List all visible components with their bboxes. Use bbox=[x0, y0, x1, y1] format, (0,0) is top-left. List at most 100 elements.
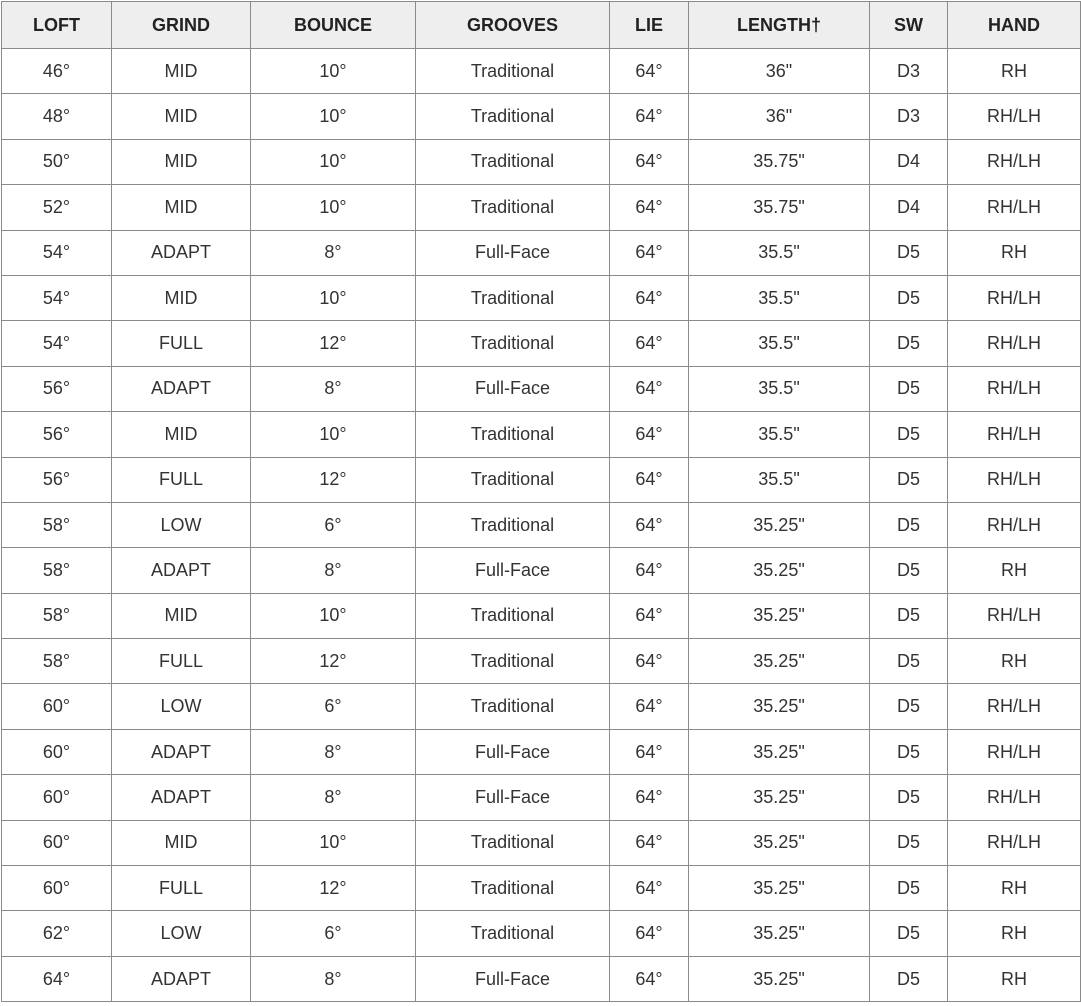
cell-sw: D5 bbox=[869, 320, 948, 367]
cell-lie: 64° bbox=[609, 728, 689, 776]
cell-grind: MID bbox=[111, 138, 251, 186]
cell-length: 35.25" bbox=[688, 819, 870, 867]
cell-loft: 56° bbox=[1, 411, 112, 458]
cell-bounce: 8° bbox=[250, 229, 416, 276]
cell-length: 35.5" bbox=[688, 411, 870, 458]
cell-loft: 60° bbox=[1, 774, 112, 821]
cell-grooves: Traditional bbox=[415, 638, 610, 685]
cell-hand: RH/LH bbox=[947, 774, 1081, 821]
cell-sw: D3 bbox=[869, 93, 948, 140]
cell-loft: 58° bbox=[1, 547, 112, 594]
cell-sw: D3 bbox=[869, 47, 948, 95]
cell-loft: 58° bbox=[1, 501, 112, 549]
cell-grooves: Traditional bbox=[415, 47, 610, 95]
cell-bounce: 10° bbox=[250, 47, 416, 95]
cell-hand: RH bbox=[947, 47, 1081, 95]
cell-loft: 60° bbox=[1, 865, 112, 912]
cell-grooves: Full-Face bbox=[415, 955, 610, 1003]
cell-loft: 56° bbox=[1, 456, 112, 503]
cell-grooves: Full-Face bbox=[415, 229, 610, 276]
cell-hand: RH/LH bbox=[947, 501, 1081, 549]
cell-length: 35.5" bbox=[688, 274, 870, 322]
cell-length: 35.25" bbox=[688, 910, 870, 957]
cell-lie: 64° bbox=[609, 910, 689, 957]
cell-sw: D5 bbox=[869, 728, 948, 776]
cell-length: 35.25" bbox=[688, 728, 870, 776]
table-row: 62° LOW 6° Traditional 64° 35.25" D5 RH bbox=[1, 910, 1081, 957]
column-header-loft: LOFT bbox=[1, 1, 112, 49]
cell-hand: RH/LH bbox=[947, 411, 1081, 458]
cell-hand: RH bbox=[947, 229, 1081, 276]
table-row: 60° MID 10° Traditional 64° 35.25" D5 RH/LH bbox=[1, 819, 1081, 867]
table-row: 52° MID 10° Traditional 64° 35.75" D4 RH/LH bbox=[1, 184, 1081, 231]
cell-grooves: Traditional bbox=[415, 138, 610, 186]
cell-bounce: 8° bbox=[250, 365, 416, 413]
table-row: 58° ADAPT 8° Full-Face 64° 35.25" D5 RH bbox=[1, 547, 1081, 594]
cell-length: 35.25" bbox=[688, 683, 870, 730]
cell-grind: LOW bbox=[111, 501, 251, 549]
column-header-length: LENGTH† bbox=[688, 1, 870, 49]
cell-grooves: Traditional bbox=[415, 93, 610, 140]
cell-lie: 64° bbox=[609, 819, 689, 867]
cell-lie: 64° bbox=[609, 93, 689, 140]
cell-loft: 54° bbox=[1, 229, 112, 276]
cell-grooves: Traditional bbox=[415, 683, 610, 730]
cell-grooves: Traditional bbox=[415, 184, 610, 231]
cell-loft: 50° bbox=[1, 138, 112, 186]
cell-lie: 64° bbox=[609, 411, 689, 458]
cell-hand: RH/LH bbox=[947, 138, 1081, 186]
column-header-lie: LIE bbox=[609, 1, 689, 49]
cell-grind: LOW bbox=[111, 910, 251, 957]
cell-bounce: 8° bbox=[250, 774, 416, 821]
table-row: 58° LOW 6° Traditional 64° 35.25" D5 RH/LH bbox=[1, 501, 1081, 549]
cell-loft: 58° bbox=[1, 638, 112, 685]
table-row: 60° LOW 6° Traditional 64° 35.25" D5 RH/LH bbox=[1, 683, 1081, 730]
cell-grind: FULL bbox=[111, 638, 251, 685]
cell-hand: RH/LH bbox=[947, 592, 1081, 640]
table-row: 54° ADAPT 8° Full-Face 64° 35.5" D5 RH bbox=[1, 229, 1081, 276]
cell-loft: 56° bbox=[1, 365, 112, 413]
cell-bounce: 10° bbox=[250, 274, 416, 322]
table-body: 46° MID 10° Traditional 64° 36" D3 RH 48° MID 10° T… bbox=[1, 47, 1081, 1003]
cell-lie: 64° bbox=[609, 365, 689, 413]
table-row: 54° FULL 12° Traditional 64° 35.5" D5 RH/LH bbox=[1, 320, 1081, 367]
table-row: 56° ADAPT 8° Full-Face 64° 35.5" D5 RH/LH bbox=[1, 365, 1081, 413]
cell-length: 35.5" bbox=[688, 456, 870, 503]
table-row: 56° FULL 12° Traditional 64° 35.5" D5 RH/LH bbox=[1, 456, 1081, 503]
cell-bounce: 10° bbox=[250, 93, 416, 140]
table-row: 56° MID 10° Traditional 64° 35.5" D5 RH/LH bbox=[1, 411, 1081, 458]
cell-bounce: 12° bbox=[250, 456, 416, 503]
cell-sw: D5 bbox=[869, 411, 948, 458]
table-row: 60° ADAPT 8° Full-Face 64° 35.25" D5 RH/LH bbox=[1, 728, 1081, 776]
cell-grind: ADAPT bbox=[111, 774, 251, 821]
cell-sw: D5 bbox=[869, 229, 948, 276]
cell-sw: D5 bbox=[869, 910, 948, 957]
cell-lie: 64° bbox=[609, 638, 689, 685]
cell-sw: D5 bbox=[869, 774, 948, 821]
cell-lie: 64° bbox=[609, 955, 689, 1003]
cell-sw: D5 bbox=[869, 365, 948, 413]
cell-hand: RH/LH bbox=[947, 819, 1081, 867]
table-row: 54° MID 10° Traditional 64° 35.5" D5 RH/LH bbox=[1, 274, 1081, 322]
cell-lie: 64° bbox=[609, 184, 689, 231]
cell-length: 36" bbox=[688, 47, 870, 95]
cell-bounce: 12° bbox=[250, 638, 416, 685]
cell-bounce: 12° bbox=[250, 320, 416, 367]
cell-length: 35.5" bbox=[688, 229, 870, 276]
cell-grind: FULL bbox=[111, 456, 251, 503]
cell-sw: D5 bbox=[869, 547, 948, 594]
table-row: 48° MID 10° Traditional 64° 36" D3 RH/LH bbox=[1, 93, 1081, 140]
cell-hand: RH/LH bbox=[947, 320, 1081, 367]
cell-grind: MID bbox=[111, 93, 251, 140]
cell-grind: MID bbox=[111, 47, 251, 95]
cell-lie: 64° bbox=[609, 592, 689, 640]
cell-sw: D5 bbox=[869, 683, 948, 730]
cell-loft: 60° bbox=[1, 683, 112, 730]
cell-bounce: 10° bbox=[250, 411, 416, 458]
cell-bounce: 10° bbox=[250, 138, 416, 186]
cell-grooves: Full-Face bbox=[415, 365, 610, 413]
table-row: 50° MID 10° Traditional 64° 35.75" D4 RH/LH bbox=[1, 138, 1081, 186]
cell-hand: RH/LH bbox=[947, 184, 1081, 231]
table-row: 46° MID 10° Traditional 64° 36" D3 RH bbox=[1, 47, 1081, 95]
